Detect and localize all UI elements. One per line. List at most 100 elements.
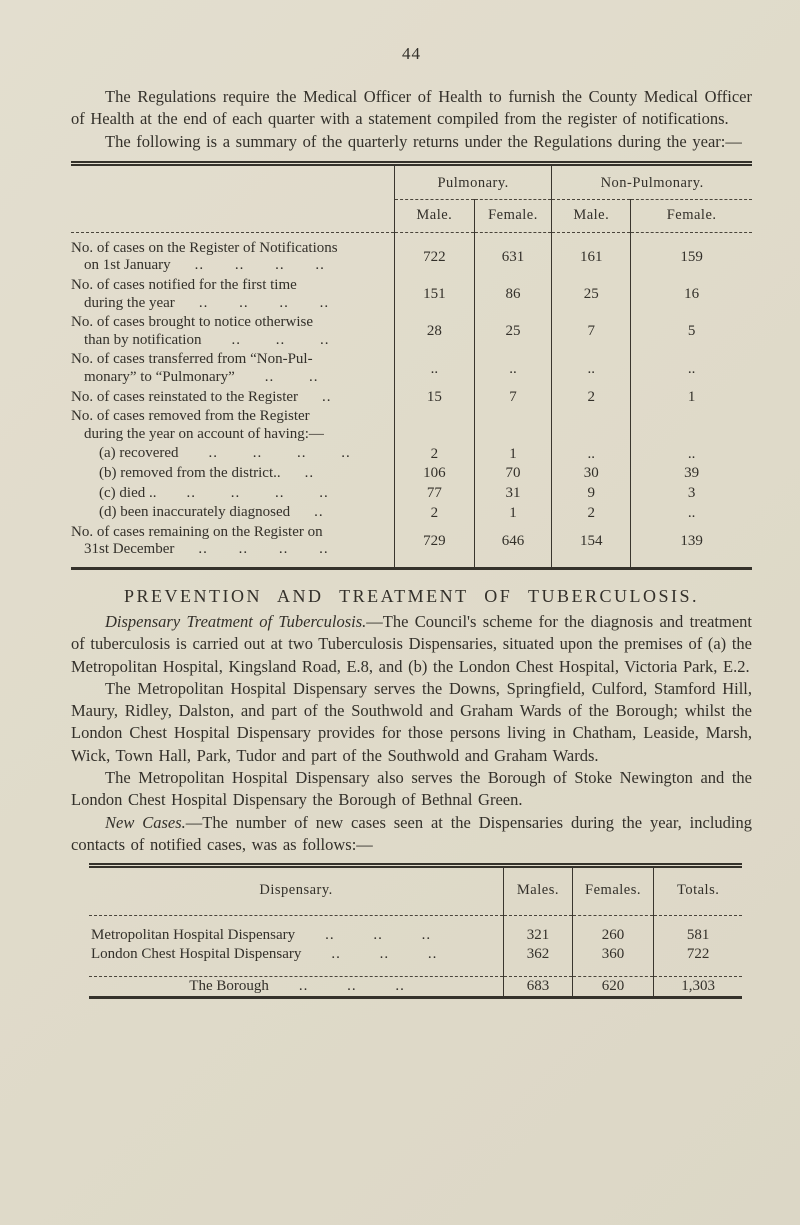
cell-value: 1 [473,503,552,523]
cell-value: 722 [653,945,742,977]
table-row: No. of cases remaining on the Register o… [71,522,752,569]
cell-value: 2 [393,503,475,523]
table-header-row: Dispensary. Males. Females. Totals. [89,865,742,917]
cell-value: 321 [503,915,573,946]
cell-value: 159 [630,232,752,277]
total-row-label: The Borough.. .. .. [89,976,504,998]
cell-value: 260 [571,915,654,946]
cell-value: 161 [551,232,631,277]
intro-paragraph-2: The following is a summary of the quarte… [105,131,742,151]
paragraph-lead-italic: Dispensary Treatment of Tuberculosis. [105,611,367,631]
table-row: No. of cases transferred from “Non-Pul- … [71,350,752,388]
cell-value: 15 [393,387,475,408]
cell-value: 77 [393,483,475,504]
cell-value [393,407,475,445]
row-label: No. of cases notified for the first time… [71,277,330,311]
dot-leaders: .. .. [264,369,319,386]
cell-value: 139 [630,522,752,569]
row-label: (a) recovered.. .. .. .. [99,445,351,462]
dispensary-table: Dispensary. Males. Females. Totals. Metr… [89,863,742,1000]
cell-value: .. [473,350,552,388]
cell-value: .. [630,444,752,465]
row-label: No. of cases brought to notice otherwise… [71,314,330,348]
column-group-non-pulmonary: Non-Pulmonary. [551,163,752,200]
cell-value: .. [630,503,752,523]
cell-value: 151 [393,276,475,314]
cell-value: .. [551,444,631,465]
empty-corner-cell [71,163,394,199]
section-heading: PREVENTION AND TREATMENT OF TUBERCULOSIS… [123,585,700,606]
cell-value: 360 [571,945,654,977]
cell-value [630,407,752,445]
cell-value: 620 [571,976,654,998]
section-paragraph-3: The Metropolitan Hospital Dispensary als… [71,768,752,810]
column-header-male: Male. [551,199,631,233]
dot-leaders: .. [322,388,332,405]
cell-value: 7 [551,313,631,351]
column-header-males: Males. [503,865,573,917]
cell-value: 39 [630,464,752,484]
cell-value: 70 [473,464,552,484]
cell-value: 5 [630,313,752,351]
row-label: (c) died .... .. .. .. [99,484,329,501]
row-label: London Chest Hospital Dispensary.. .. .. [91,946,438,963]
row-label: No. of cases removed from the Register d… [71,408,324,442]
cell-value: 722 [393,232,475,277]
cell-value: 16 [630,276,752,314]
dot-leaders: .. .. .. .. [198,541,329,558]
table-row: No. of cases removed from the Register d… [71,407,752,445]
cell-value: 646 [473,522,552,569]
cell-value: 86 [473,276,552,314]
section-paragraph-2: The Metropolitan Hospital Dispensary ser… [71,678,752,765]
cell-value: 7 [473,387,552,408]
cell-value: .. [393,350,475,388]
dot-leaders: .. .. .. .. [198,294,330,311]
section-paragraph-1: Dispensary Treatment of Tuberculosis.—Th… [71,611,752,676]
table-row: (a) recovered.. .. .. .. 2 1 .. .. [71,444,752,465]
cell-value: 25 [473,313,552,351]
cell-value: 154 [551,522,631,569]
dot-leaders: .. .. .. [331,946,438,963]
cell-value: 1 [473,444,552,465]
table-row: Metropolitan Hospital Dispensary.. .. ..… [89,915,742,946]
column-header-totals: Totals. [653,865,742,917]
notifications-table: Pulmonary. Non-Pulmonary. Male. Female. … [71,160,752,570]
intro-paragraph-1: The Regulations require the Medical Offi… [71,87,752,129]
paragraph-lead-italic: New Cases. [105,812,186,832]
table-row: No. of cases on the Register of Notifica… [71,232,752,277]
dot-leaders: .. .. .. [231,331,330,348]
row-label: No. of cases reinstated to the Register.… [71,388,332,405]
cell-value [473,407,552,445]
cell-value: 1,303 [653,976,742,998]
cell-value: 3 [630,483,752,504]
row-label: No. of cases remaining on the Register o… [71,523,329,558]
cell-value: 31 [473,483,552,504]
table-row: No. of cases reinstated to the Register.… [71,387,752,408]
table-row: No. of cases notified for the first time… [71,276,752,314]
row-label: (b) removed from the district.... [99,465,315,482]
row-label: (d) been inaccurately diagnosed.. [99,504,324,521]
dot-leaders: .. .. .. [325,927,432,944]
column-header-females: Females. [571,865,654,917]
cell-value: 362 [503,945,573,977]
table-row: (c) died .... .. .. .. 77 31 9 3 [71,483,752,504]
cell-value: 2 [551,503,631,523]
cell-value: 1 [630,387,752,408]
row-label: No. of cases on the Register of Notifica… [71,239,338,274]
dot-leaders: .. .. .. .. [208,445,351,462]
cell-value: 2 [393,444,475,465]
column-header-male: Male. [393,199,475,233]
dot-leaders: .. .. .. .. [194,257,325,274]
table-row: (d) been inaccurately diagnosed.. 2 1 2 … [71,503,752,523]
column-header-dispensary: Dispensary. [89,865,504,917]
row-label: Metropolitan Hospital Dispensary.. .. .. [91,927,432,944]
cell-value: 9 [551,483,631,504]
row-label: No. of cases transferred from “Non-Pul- … [71,351,319,386]
cell-value: 25 [551,276,631,314]
dot-leaders: .. [304,465,315,482]
cell-value: .. [551,350,631,388]
dot-leaders: .. [314,504,324,521]
table-row: (b) removed from the district.... 106 70… [71,464,752,484]
table-row: London Chest Hospital Dispensary.. .. ..… [89,945,742,977]
